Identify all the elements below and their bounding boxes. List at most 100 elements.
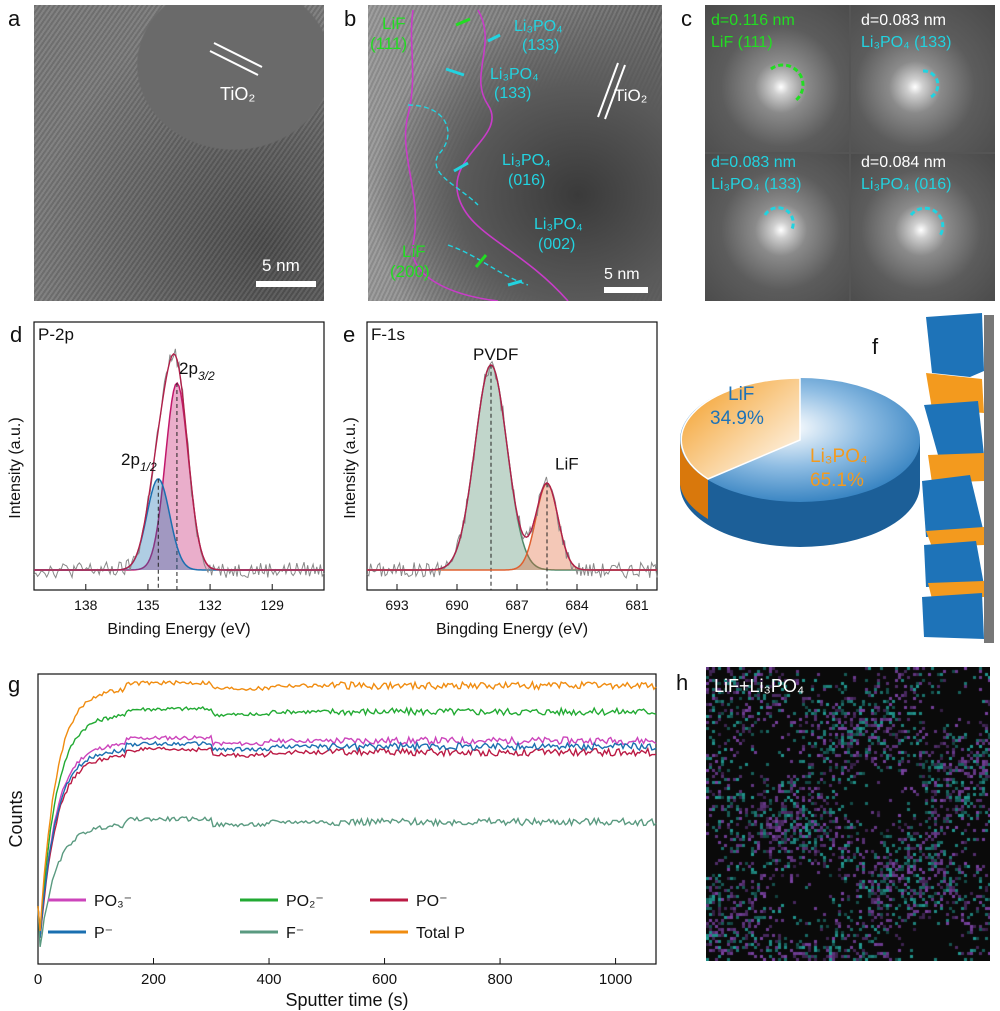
panel-f-composition: LiF 34.9% Li₃PO₄ 65.1% <box>670 305 1000 655</box>
y-axis-label: Intensity (a.u.) <box>342 417 359 518</box>
panel-title: F-1s <box>371 325 405 344</box>
pie-lif-percent: 34.9% <box>710 408 764 429</box>
panel-label-c: c <box>681 6 692 31</box>
q4-phase: Li₃PO₄ (016) <box>861 176 952 193</box>
raw-spectrum <box>366 360 658 579</box>
lif-200-name: LiF <box>402 242 426 261</box>
panel-c-fft-grid: d=0.116 nm LiF (111) d=0.083 nm Li₃PO₄ (… <box>705 5 995 301</box>
x-tick-label: 800 <box>488 971 513 988</box>
x-tick-label: 684 <box>565 597 589 613</box>
component-fill-PVDF <box>367 365 657 570</box>
panel-label-a: a <box>8 6 21 31</box>
series-line-0 <box>37 734 657 937</box>
q2-phase: Li₃PO₄ (133) <box>861 34 952 51</box>
panel-label-b: b <box>344 6 357 31</box>
panel-label-f: f <box>872 334 879 359</box>
x-tick-label: 129 <box>261 597 285 613</box>
legend-label-1: PO₂⁻ <box>286 893 324 910</box>
series-line-3 <box>37 740 657 938</box>
label-2p12-sub: 1/2 <box>140 460 157 474</box>
x-axis-label: Binding Energy (eV) <box>107 621 250 638</box>
tio2-label-a: TiO₂ <box>220 84 256 104</box>
x-tick-label: 138 <box>74 597 98 613</box>
label-2p12-main: 2p <box>121 450 140 469</box>
series-line-5 <box>37 679 657 931</box>
lif-200-index: (200) <box>390 262 430 281</box>
series-line-2 <box>37 746 657 939</box>
panel-d-xps-p2p: P-2p Intensity (a.u.) Binding Energy (eV) 1… <box>7 321 325 638</box>
panel-label-h: h <box>676 670 689 695</box>
legend-label-3: P⁻ <box>94 925 113 942</box>
panel-label-e: e <box>343 322 355 347</box>
pie-lif-slice <box>680 377 801 480</box>
x-tick-label: 690 <box>445 597 469 613</box>
li3po4-133b-name: Li₃PO₄ <box>490 66 539 83</box>
q1-phase: LiF (111) <box>711 34 773 51</box>
label-2p32-main: 2p <box>179 359 198 378</box>
li3po4-133b-index: (133) <box>494 85 532 102</box>
legend-label-2: PO⁻ <box>416 893 448 910</box>
label-2p32-sub: 3/2 <box>198 369 215 383</box>
x-axis-label: Sputter time (s) <box>285 990 408 1010</box>
fft-q2 <box>851 5 995 152</box>
phase-boundaries-b <box>404 9 626 301</box>
li3po4-002-name: Li₃PO₄ <box>534 216 583 233</box>
x-axis-label: Bingding Energy (eV) <box>436 621 588 638</box>
x-tick-label: 600 <box>372 971 397 988</box>
lif-111-name: LiF <box>382 14 406 33</box>
scale-label-a: 5 nm <box>262 256 300 275</box>
fft-ring-arcs <box>763 63 945 238</box>
legend-label-0: PO₃⁻ <box>94 893 132 910</box>
fitted-envelope <box>34 352 324 571</box>
tio2-label-b: TiO₂ <box>614 86 648 105</box>
panel-h-elemental-map: LiF+Li₃PO₄ <box>706 667 990 961</box>
panel-e-xps-f1s: F-1s Intensity (a.u.) Bingding Energy (eV)… <box>342 321 658 638</box>
series-line-4 <box>37 815 657 948</box>
label-pvdf: PVDF <box>473 345 518 364</box>
q3-phase: Li₃PO₄ (133) <box>711 176 802 193</box>
legend-label-4: F⁻ <box>286 925 304 942</box>
pie-li3po4-label: Li₃PO₄ <box>810 446 868 467</box>
q2-d-spacing: d=0.083 nm <box>861 12 946 29</box>
fft-q1 <box>705 5 849 152</box>
fitted-envelope <box>367 364 657 571</box>
li3po4-133a-index: (133) <box>522 37 560 54</box>
plot-frame <box>33 321 325 591</box>
scale-bar-a <box>256 281 316 287</box>
label-lif: LiF <box>555 455 579 474</box>
x-tick-label: 132 <box>198 597 222 613</box>
li3po4-016-name: Li₃PO₄ <box>502 152 551 169</box>
map-title: LiF+Li₃PO₄ <box>714 676 805 696</box>
lif-111-index: (111) <box>370 34 408 53</box>
x-tick-label: 135 <box>136 597 160 613</box>
x-tick-label: 400 <box>257 971 282 988</box>
panel-label-g: g <box>8 672 20 697</box>
scale-label-b: 5 nm <box>604 266 640 283</box>
panel-b-tem-image: LiF (111) Li₃PO₄ (133) Li₃PO₄ (133) TiO₂… <box>368 5 662 301</box>
q4-d-spacing: d=0.084 nm <box>861 154 946 171</box>
li3po4-002-index: (002) <box>538 236 576 253</box>
y-axis-label: Intensity (a.u.) <box>7 417 24 518</box>
pie-lif-label: LiF <box>728 384 755 405</box>
legend-label-5: Total P <box>416 925 465 942</box>
x-tick-label: 0 <box>34 971 42 988</box>
fft-q3 <box>705 154 849 301</box>
y-axis-label: Counts <box>6 790 26 847</box>
lif-li3po4-map <box>706 667 990 961</box>
scale-bar-b <box>604 287 648 293</box>
series-line-1 <box>37 706 657 933</box>
component-fill-2p32 <box>34 383 324 570</box>
plot-frame <box>37 673 657 965</box>
q1-d-spacing: d=0.116 nm <box>711 12 795 29</box>
plot-frame <box>366 321 658 591</box>
lattice-marker-a <box>209 42 263 76</box>
panel-g-tof-sims-depth-profile: 0 200 400 600 800 1000 Sputter time (s) Counts g… <box>6 672 657 1010</box>
pie-and-stack <box>680 313 994 643</box>
panel-a-tem-image: TiO₂ 5 nm <box>34 5 324 301</box>
x-tick-label: 681 <box>625 597 649 613</box>
panel-title: P-2p <box>38 325 74 344</box>
li3po4-133a-name: Li₃PO₄ <box>514 18 563 35</box>
pie-li3po4-percent: 65.1% <box>810 470 864 491</box>
raw-spectrum <box>33 348 325 580</box>
x-tick-label: 1000 <box>599 971 632 988</box>
